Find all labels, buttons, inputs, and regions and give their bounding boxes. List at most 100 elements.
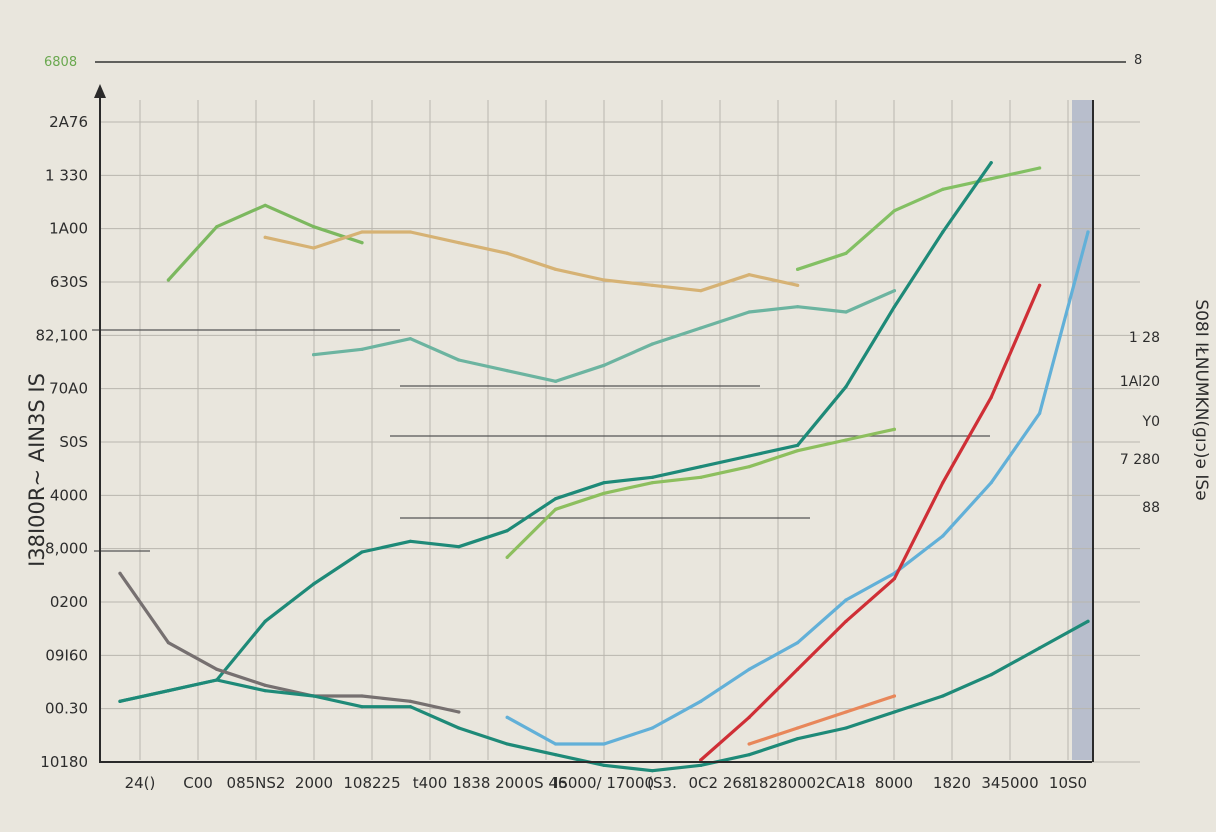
top-right-label: 8	[1134, 53, 1142, 68]
data-point	[312, 353, 316, 357]
data-point	[457, 710, 461, 714]
data-point	[1038, 283, 1042, 287]
data-point	[699, 758, 703, 762]
x-tick-label: 0S 46	[525, 774, 568, 792]
data-point	[554, 742, 558, 746]
series-line	[699, 283, 1042, 762]
data-point	[505, 555, 509, 559]
data-point	[360, 694, 364, 698]
data-point	[360, 347, 364, 351]
data-point	[408, 705, 412, 709]
data-point	[360, 230, 364, 234]
data-point	[699, 465, 703, 469]
data-point	[650, 726, 655, 730]
data-point	[263, 203, 267, 207]
series-3	[796, 166, 1042, 271]
data-point	[796, 667, 800, 671]
data-point	[457, 545, 461, 549]
series-6	[505, 427, 897, 559]
data-point	[554, 507, 558, 511]
right-axis-label: S08I IŁNUMKN(ɡıɔ)ǝ ISǝ	[1191, 299, 1211, 500]
x-tick-label: IS000/ 17000	[554, 774, 654, 792]
data-point	[360, 241, 364, 245]
data-point	[505, 369, 509, 373]
y-tick-label: 1 330	[45, 166, 88, 184]
data-point	[796, 449, 800, 453]
data-point	[650, 481, 655, 485]
data-point	[844, 710, 848, 714]
data-point	[989, 177, 993, 181]
data-point	[602, 763, 606, 767]
data-point	[457, 726, 461, 730]
axes	[94, 84, 1094, 763]
series-2	[263, 230, 800, 293]
data-point	[699, 289, 703, 293]
data-point	[699, 326, 703, 330]
data-point	[844, 438, 848, 442]
data-point	[118, 699, 122, 703]
data-point	[602, 742, 606, 746]
x-tick-labels: 24() C00 085NS2 2000 108225 t400 1838 200 0S 46…	[125, 774, 1087, 792]
data-point	[989, 481, 993, 485]
y-tick-label: 8,000	[45, 540, 88, 558]
data-point	[796, 726, 800, 730]
data-point	[505, 251, 509, 255]
data-point	[166, 689, 170, 693]
x-tick-label: 345000	[981, 774, 1038, 792]
data-point	[360, 550, 364, 554]
data-point	[166, 641, 170, 645]
right-tick-label: 7 280	[1120, 452, 1160, 468]
data-point	[892, 577, 897, 581]
data-point	[989, 673, 993, 677]
data-point	[505, 529, 509, 533]
data-point	[118, 571, 122, 575]
series-line	[796, 166, 1042, 271]
y-axis	[99, 88, 1092, 763]
data-point	[554, 497, 558, 501]
series-line	[747, 694, 896, 746]
series-1	[166, 203, 364, 282]
data-point	[215, 667, 219, 671]
data-point	[554, 267, 558, 271]
data-point	[892, 305, 897, 309]
series-4	[312, 289, 897, 383]
series-line	[118, 571, 461, 714]
data-point	[796, 443, 800, 447]
data-point	[844, 726, 848, 730]
data-point	[941, 187, 945, 191]
x-tick-label: (S3.	[647, 774, 677, 792]
data-point	[650, 283, 655, 287]
data-point	[1086, 619, 1090, 623]
x-tick-label: C00	[183, 774, 213, 792]
data-point	[505, 742, 509, 746]
data-point	[747, 667, 751, 671]
data-point	[796, 283, 800, 287]
y-axis-label: I38I00R~ AIN3S IS	[25, 373, 49, 567]
x-tick-label: 182800	[749, 774, 806, 792]
data-point	[747, 742, 751, 746]
data-point	[263, 619, 267, 623]
data-point	[699, 763, 703, 767]
y-tick-labels: 2A76 1 330 1A00 630S 82,100 70A0 S0S 4000 8,000 0…	[36, 113, 89, 771]
x-tick-label: 1820	[933, 774, 971, 792]
data-point	[844, 385, 848, 389]
data-point	[505, 715, 509, 719]
grid	[100, 100, 1140, 763]
series-11	[747, 694, 897, 746]
data-point	[602, 491, 606, 495]
data-point	[554, 753, 558, 757]
data-point	[360, 705, 364, 709]
top-left-label: 6808	[44, 55, 77, 70]
y-tick-label: 00.30	[45, 700, 88, 718]
data-point	[312, 246, 316, 250]
data-point	[699, 699, 703, 703]
data-point	[747, 715, 751, 719]
data-point	[796, 641, 800, 645]
series-lines	[118, 161, 1090, 773]
data-point	[312, 225, 316, 229]
data-point	[796, 305, 800, 309]
data-point	[554, 379, 558, 383]
x-tick-label: 1838 200	[452, 774, 524, 792]
reference-lines	[92, 61, 1126, 552]
